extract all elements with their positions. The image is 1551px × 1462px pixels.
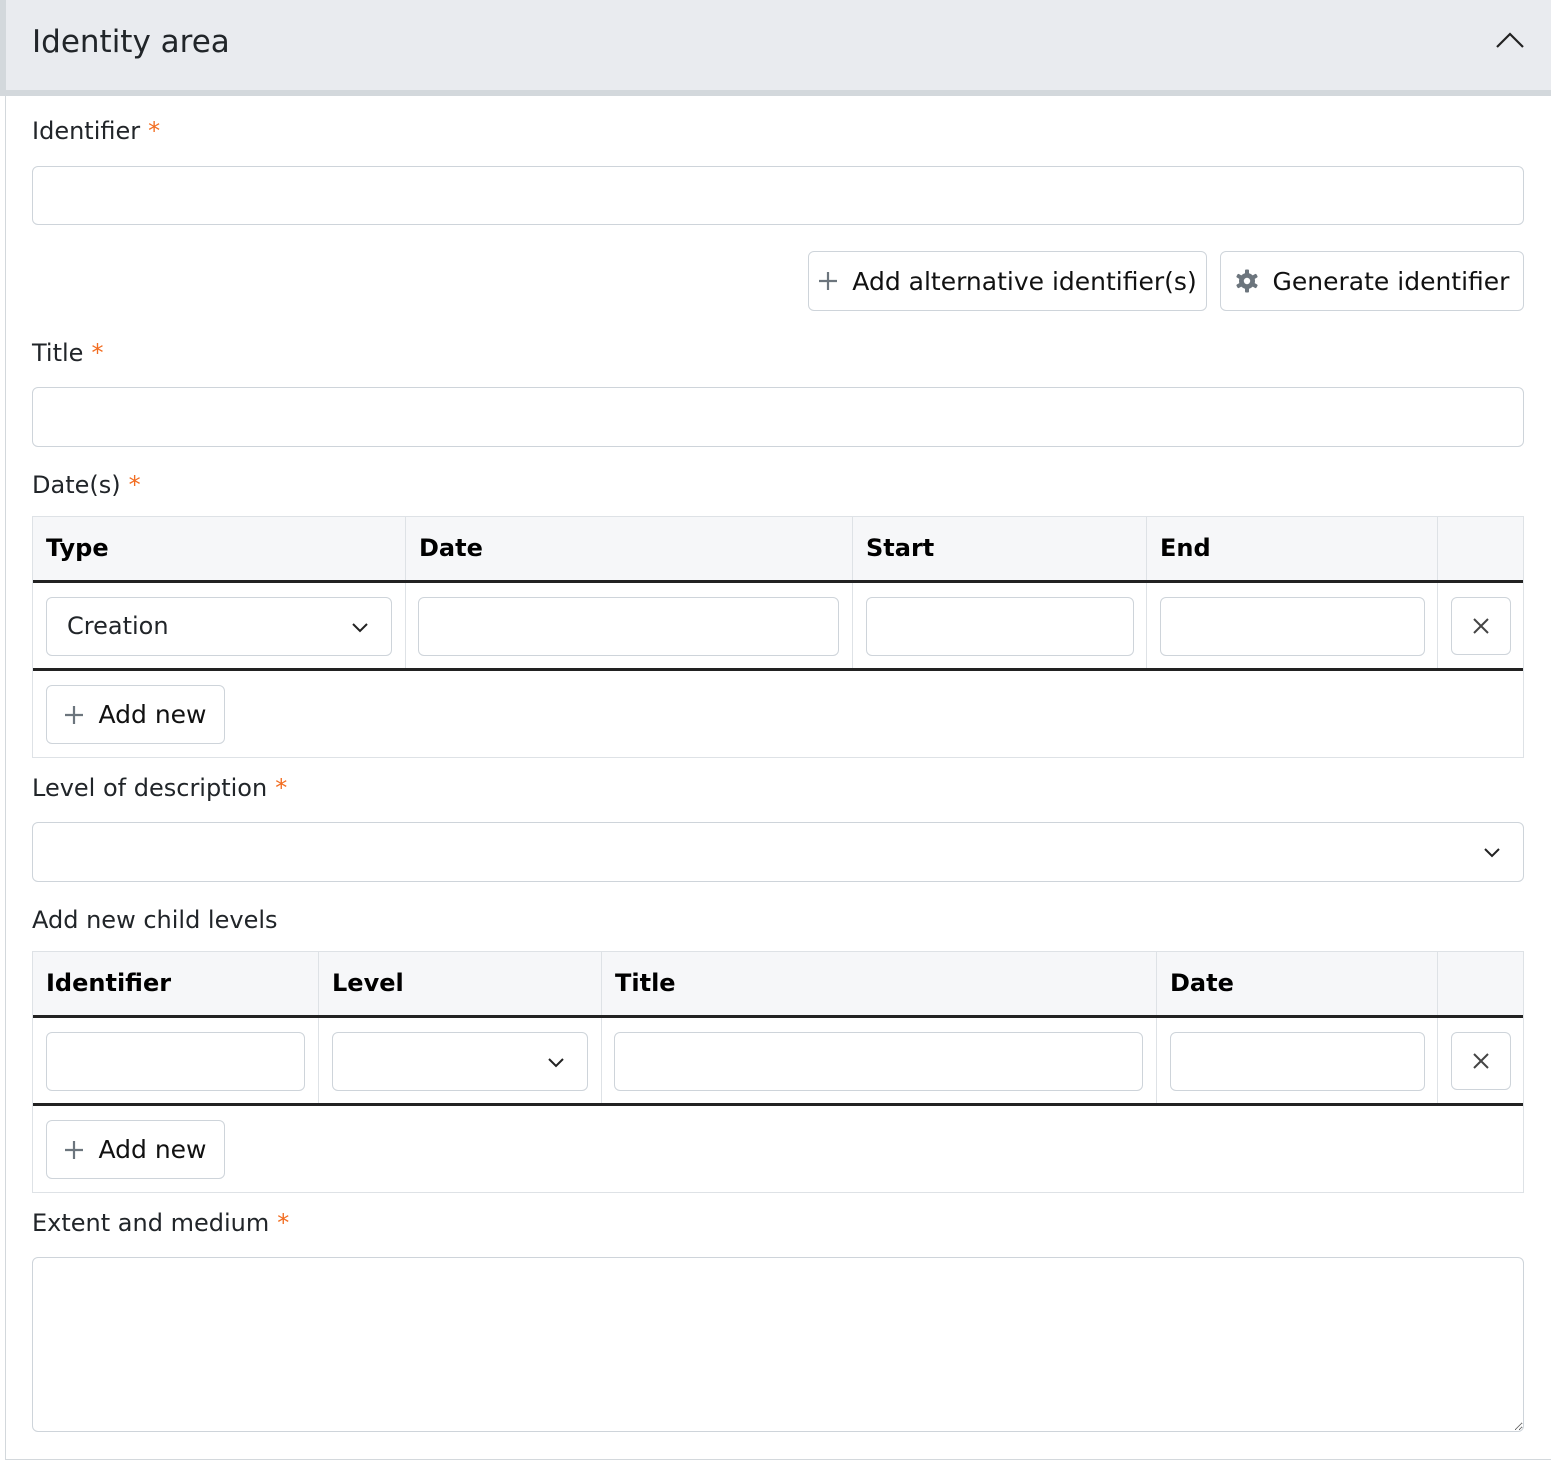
column-title: Title xyxy=(602,952,1157,1015)
chevron-down-icon xyxy=(1484,848,1500,858)
child-identifier-input[interactable] xyxy=(46,1032,305,1091)
generate-identifier-button[interactable]: Generate identifier xyxy=(1220,251,1524,311)
start-cell xyxy=(853,583,1147,671)
add-alternative-label: Add alternative identifier(s) xyxy=(852,266,1197,296)
extent-label: Extent and medium * xyxy=(32,1209,290,1237)
chevron-down-icon xyxy=(548,1058,564,1068)
dates-label: Date(s) * xyxy=(32,471,141,499)
child-date-input[interactable] xyxy=(1170,1032,1425,1091)
add-child-level-button[interactable]: Add new xyxy=(46,1120,225,1179)
end-input[interactable] xyxy=(1160,597,1425,656)
identifier-input[interactable] xyxy=(32,166,1524,225)
section-header[interactable]: Identity area xyxy=(0,0,1551,96)
title-input[interactable] xyxy=(32,387,1524,447)
column-identifier: Identifier xyxy=(33,952,319,1015)
row-divider xyxy=(33,1103,1523,1106)
plus-icon xyxy=(819,272,838,290)
child-levels-table-header: Identifier Level Title Date xyxy=(33,952,1523,1018)
remove-child-row-button[interactable] xyxy=(1451,1032,1511,1090)
section-title: Identity area xyxy=(32,24,230,60)
date-input[interactable] xyxy=(418,597,839,656)
column-end: End xyxy=(1147,517,1438,580)
type-select[interactable]: Creation xyxy=(46,597,392,656)
column-date: Date xyxy=(1157,952,1438,1015)
column-start: Start xyxy=(853,517,1147,580)
close-icon xyxy=(1473,1053,1489,1069)
chevron-down-icon xyxy=(352,623,368,633)
remove-date-row-button[interactable] xyxy=(1451,597,1511,655)
title-label: Title * xyxy=(32,339,104,367)
plus-icon xyxy=(65,1140,84,1159)
dates-table-header: Type Date Start End xyxy=(33,517,1523,583)
level-label: Level of description * xyxy=(32,774,288,802)
column-level: Level xyxy=(319,952,602,1015)
dates-table: Type Date Start End Creation Add new xyxy=(32,516,1524,758)
add-alternative-identifier-button[interactable]: Add alternative identifier(s) xyxy=(808,251,1207,311)
type-cell xyxy=(33,583,406,671)
chevron-up-icon[interactable] xyxy=(1495,30,1525,50)
close-icon xyxy=(1473,618,1489,634)
row-divider xyxy=(33,668,1523,671)
level-of-description-select[interactable] xyxy=(32,822,1524,882)
child-title-input[interactable] xyxy=(614,1032,1143,1091)
gear-icon xyxy=(1235,269,1258,293)
column-type: Type xyxy=(33,517,406,580)
column-date: Date xyxy=(406,517,853,580)
add-date-label: Add new xyxy=(98,700,207,729)
end-cell xyxy=(1147,583,1438,671)
child-level-select[interactable] xyxy=(332,1032,588,1091)
generate-identifier-label: Generate identifier xyxy=(1272,266,1510,296)
type-select-value: Creation xyxy=(67,612,169,640)
date-cell xyxy=(1157,1018,1438,1106)
add-date-button[interactable]: Add new xyxy=(46,685,225,744)
identity-area-panel xyxy=(5,0,1551,1460)
child-levels-table: Identifier Level Title Date Add new xyxy=(32,951,1524,1193)
level-cell xyxy=(319,1018,602,1106)
title-cell xyxy=(602,1018,1157,1106)
start-input[interactable] xyxy=(866,597,1134,656)
extent-and-medium-textarea[interactable] xyxy=(32,1257,1524,1432)
identifier-label: Identifier * xyxy=(32,117,161,145)
plus-icon xyxy=(65,705,84,724)
add-child-level-label: Add new xyxy=(98,1135,207,1164)
child-levels-label: Add new child levels xyxy=(32,906,278,934)
date-cell xyxy=(406,583,853,671)
identifier-cell xyxy=(33,1018,319,1106)
